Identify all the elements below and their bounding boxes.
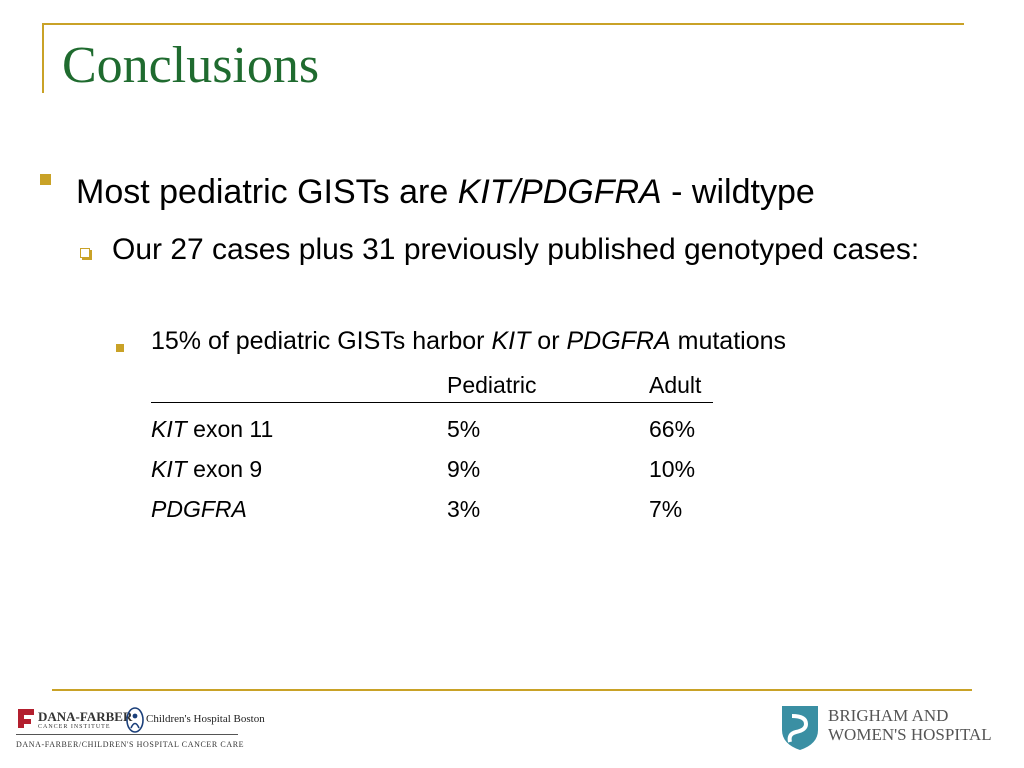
- table-cell: 3%: [447, 496, 481, 522]
- small-square-bullet-icon: [116, 344, 124, 352]
- table-header: Adult: [649, 372, 702, 398]
- brigham-name-line-1: BRIGHAM AND: [828, 706, 949, 725]
- table-cell: 66%: [649, 416, 696, 442]
- hollow-square-bullet-icon: [80, 248, 90, 258]
- brigham-name-line-2: WOMEN'S HOSPITAL: [828, 725, 992, 744]
- bullet-level-2: Our 27 cases plus 31 previously publishe…: [112, 233, 920, 266]
- top-frame-rule: [42, 23, 964, 25]
- table-cell: 5%: [447, 416, 481, 442]
- bullet-level-3: 15% of pediatric GISTs harbor KIT or PDG…: [151, 327, 787, 355]
- dana-farber-icon: [18, 709, 34, 728]
- table-cell: KIT exon 9: [151, 456, 263, 482]
- table-header: Pediatric: [447, 372, 537, 398]
- bullet-level-1: Most pediatric GISTs are KIT/PDGFRA - wi…: [76, 173, 815, 211]
- slide-title: Conclusions: [62, 37, 320, 94]
- left-frame-rule: [42, 23, 44, 93]
- table-cell: 9%: [447, 456, 481, 482]
- childrens-hospital-icon: [126, 707, 144, 733]
- cancer-care-tagline: DANA-FARBER/CHILDREN'S HOSPITAL CANCER C…: [16, 740, 245, 749]
- table-cell: 10%: [649, 456, 696, 482]
- table-cell: PDGFRA: [151, 496, 247, 522]
- brigham-logo-text: BRIGHAM AND WOMEN'S HOSPITAL: [828, 706, 992, 744]
- brigham-shield-icon: [782, 706, 818, 750]
- dana-farber-subtitle: CANCER INSTITUTE: [38, 724, 111, 730]
- dana-farber-name: DANA-FARBER: [38, 709, 133, 724]
- table-cell: 7%: [649, 496, 683, 522]
- square-bullet-icon: [40, 174, 51, 185]
- footer-rule: [52, 689, 972, 691]
- childrens-hospital-name: Children's Hospital Boston: [146, 713, 265, 725]
- table-header-underline: [151, 402, 713, 403]
- table-cell: KIT exon 11: [151, 416, 274, 442]
- care-divider: [16, 734, 238, 735]
